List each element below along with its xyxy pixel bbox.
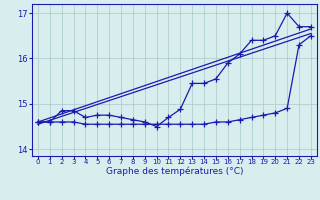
X-axis label: Graphe des températures (°C): Graphe des températures (°C): [106, 167, 243, 176]
